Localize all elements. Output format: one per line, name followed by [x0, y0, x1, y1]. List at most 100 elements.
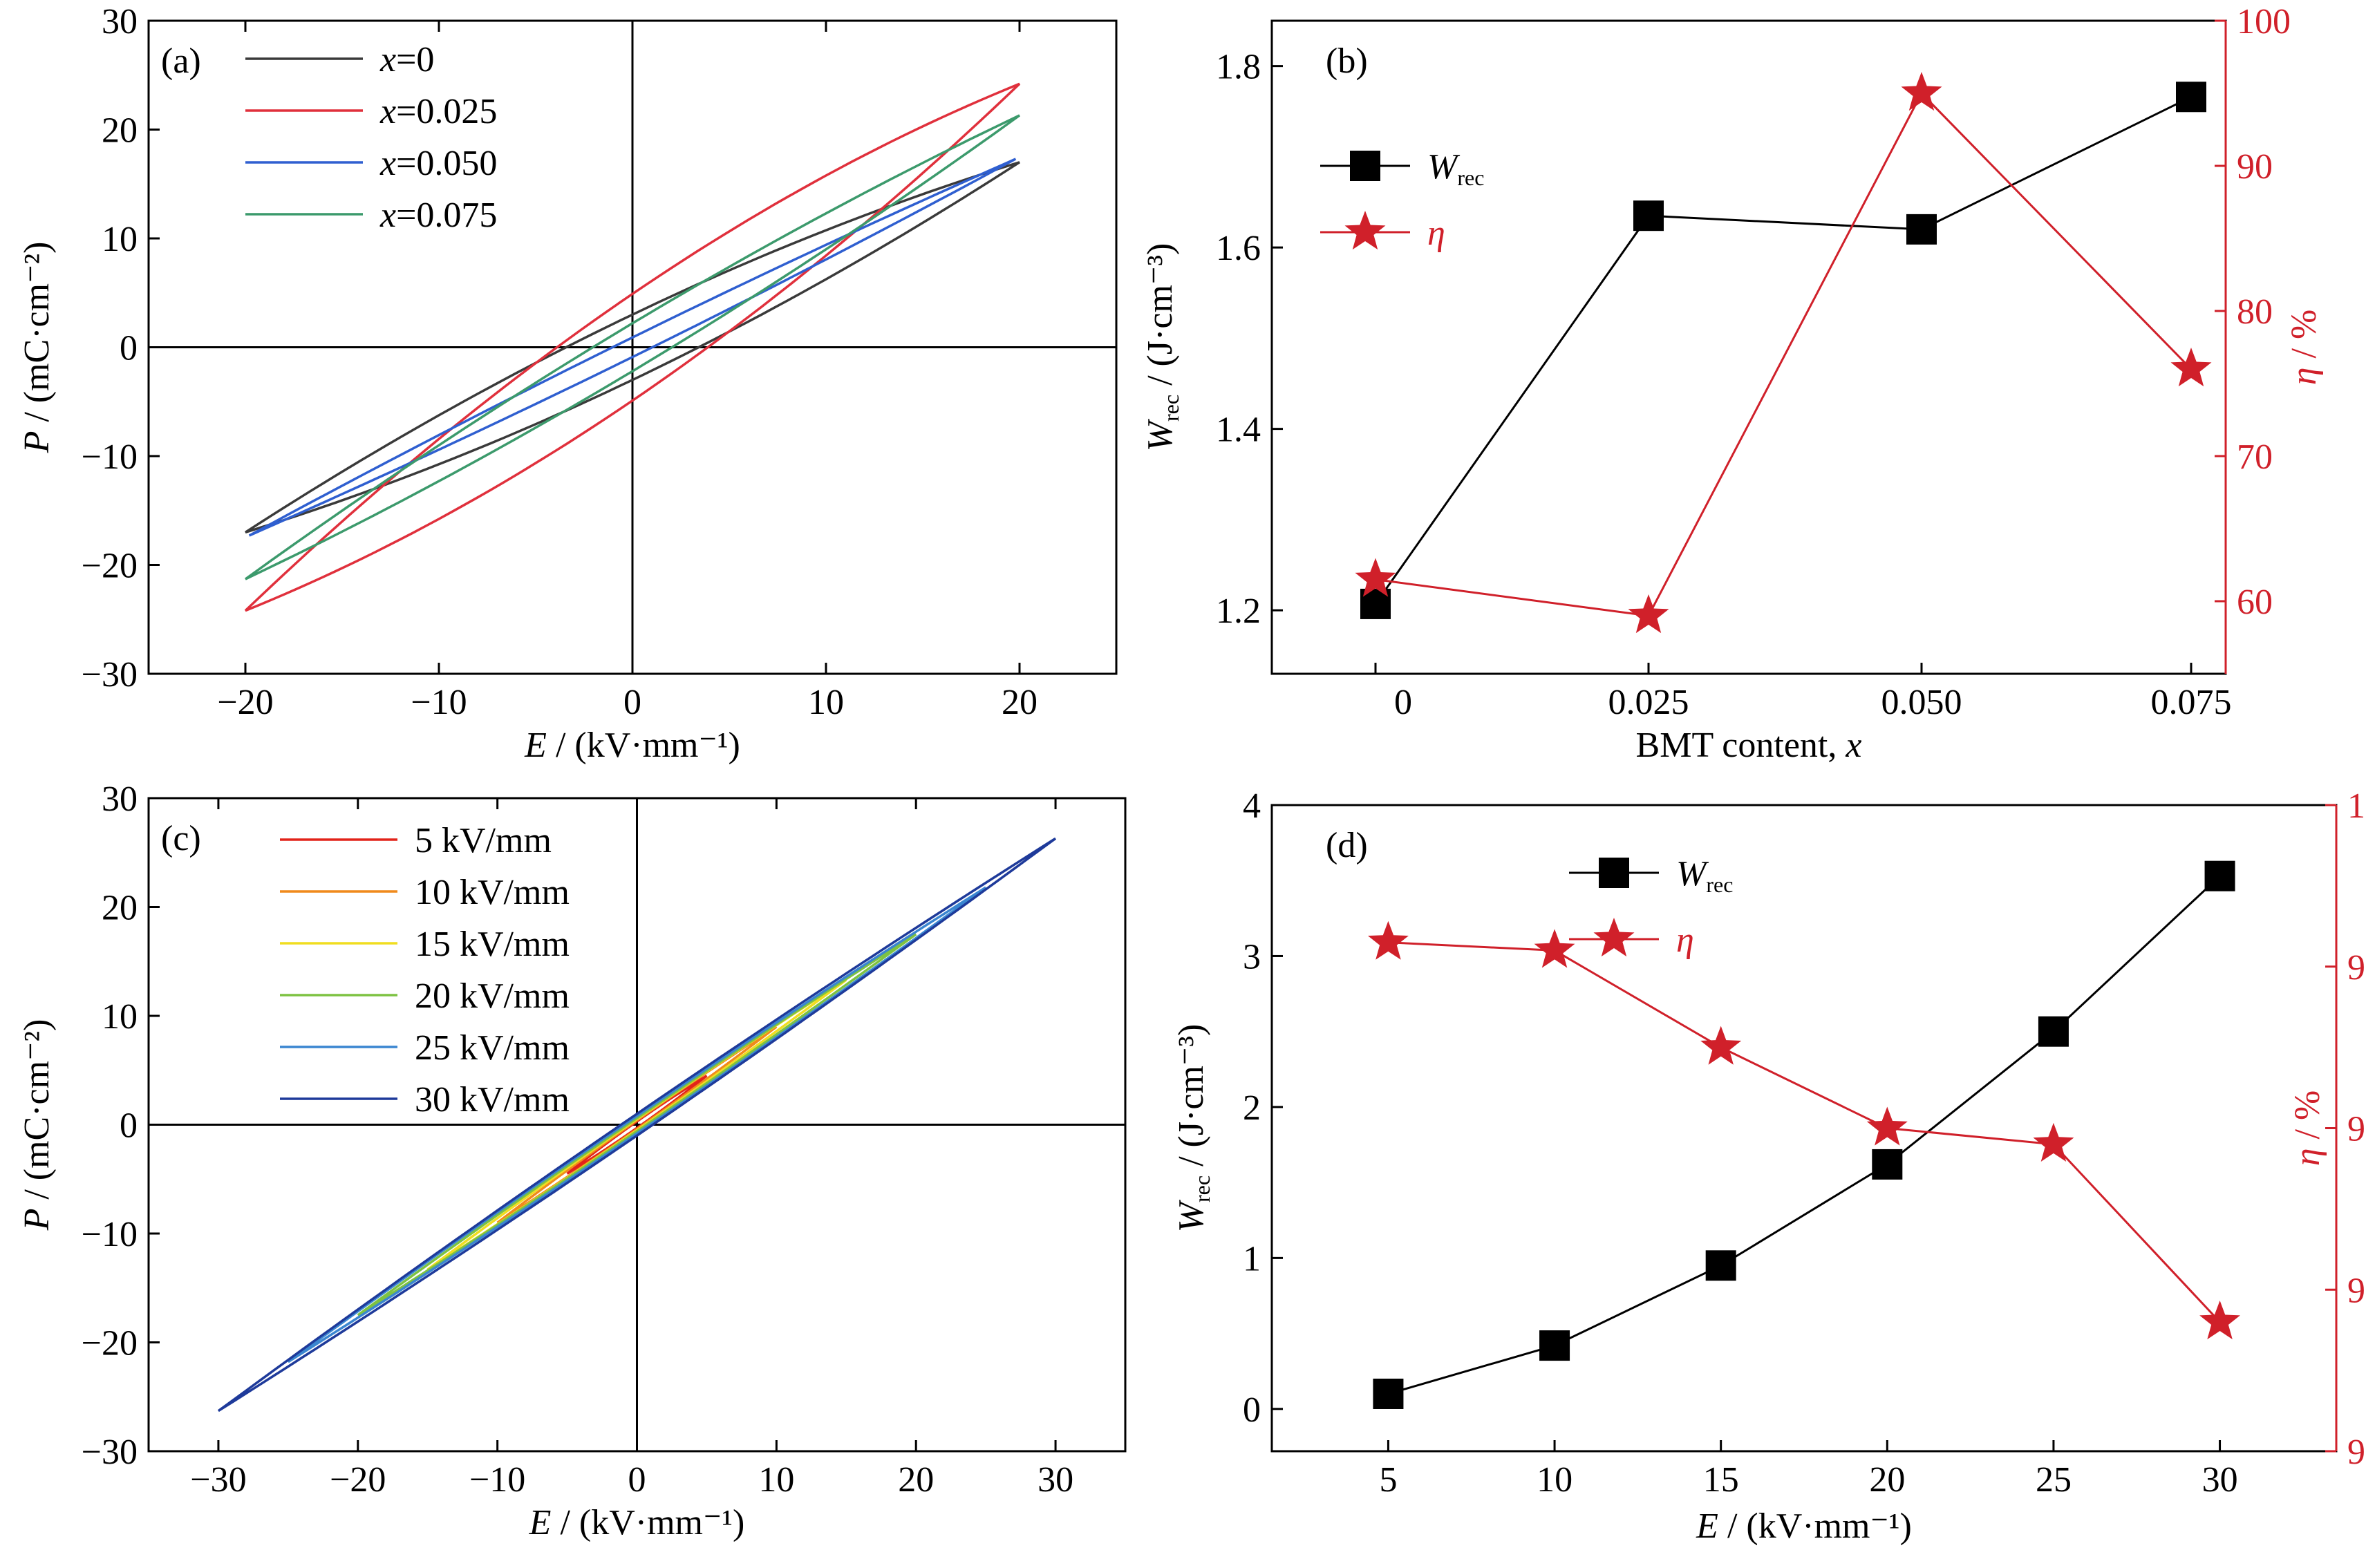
hysteresis-loop-3	[357, 933, 917, 1316]
panel-a: −20 −10 0 10 20−30−20−100102030x=0x=0.025x=0…	[17, 2, 1118, 765]
y-tick-label: 0	[120, 329, 138, 368]
data-point-1-1	[1534, 929, 1575, 968]
legend-label-1: η	[1676, 920, 1694, 960]
y2-axis-label: η / %	[2284, 310, 2324, 386]
hysteresis-loop-3	[244, 114, 1021, 580]
data-point-1-0	[1368, 920, 1409, 960]
plot-frame	[1270, 804, 2338, 1453]
legend-label-1: η	[1427, 214, 1445, 253]
legend-label-0: Wrec	[1427, 147, 1484, 190]
legend-label-0: 5 kV/mm	[415, 821, 552, 860]
x-tick-label: 0	[628, 1460, 646, 1500]
y2-axis-label: η / %	[2288, 1090, 2327, 1166]
legend: x=0 x=0.025 x=0.050 x=0.075	[245, 40, 497, 235]
legend-label-3: x=0.075	[379, 196, 497, 235]
data-point-0-3	[2176, 82, 2206, 113]
x-tick-label: 10	[758, 1460, 794, 1500]
data-point-0-1	[1633, 200, 1664, 232]
y2-tick-label: 100	[2347, 786, 2366, 826]
y-axis-label: P / (mC·cm⁻²)	[17, 242, 57, 454]
x-tick-label: 20	[1869, 1460, 1905, 1500]
legend: 5 kV/mm 10 kV/mm 15 kV/mm 20 kV/mm 25 kV/mm 3…	[280, 821, 570, 1120]
x-tick-label: 0.050	[1881, 683, 1962, 722]
data-point-1-0	[1355, 558, 1396, 597]
y-tick-label: 20	[102, 111, 138, 151]
legend-label-5: 30 kV/mm	[415, 1080, 570, 1120]
x-tick-label: 15	[1703, 1460, 1739, 1500]
y-tick-label: 1.2	[1216, 592, 1261, 631]
data-point-0-4	[2038, 1016, 2069, 1047]
y-tick-label: 1.4	[1216, 410, 1261, 450]
legend-label-0: Wrec	[1676, 854, 1733, 897]
x-axis-label: E / (kV·mm⁻¹)	[1696, 1506, 1912, 1546]
y-tick-label: −30	[82, 655, 138, 695]
y-tick-label: 30	[102, 2, 138, 41]
y-axis-label: Wrec / (J·cm⁻³)	[1140, 243, 1183, 452]
y-axis-label: P / (mC·cm⁻²)	[17, 1019, 57, 1231]
y2-tick-label: 94	[2347, 1271, 2366, 1310]
y2-tick-label: 96	[2347, 1110, 2366, 1149]
hysteresis-loop-1	[244, 82, 1021, 612]
series-line-1	[1375, 91, 2193, 617]
y-tick-label: 0	[120, 1106, 138, 1146]
hysteresis-loop-5	[217, 837, 1057, 1413]
x-tick-label: 5	[1379, 1460, 1397, 1500]
panel-label: (a)	[161, 41, 201, 81]
legend-marker-0	[1599, 858, 1629, 888]
series-line-0	[1388, 875, 2221, 1395]
x-tick-label: 0	[1394, 683, 1412, 722]
y-tick-label: 20	[102, 889, 138, 928]
y-tick-label: 0	[1243, 1390, 1261, 1430]
panel-b: 0 0.025 0.050 0.075 1.2 1.4 1.6 1.8 60 70 80 90 100 W…	[1140, 2, 2324, 765]
y-tick-label: 2	[1243, 1088, 1261, 1128]
legend-marker-0	[1350, 151, 1380, 181]
hysteresis-loop-4	[287, 886, 987, 1363]
data-point-0-2	[1906, 214, 1937, 245]
y-tick-label: 30	[102, 780, 138, 819]
legend-label-2: x=0.050	[379, 144, 497, 183]
x-tick-label: 20	[1002, 683, 1038, 722]
legend-label-3: 20 kV/mm	[415, 976, 570, 1016]
y2-tick-label: 98	[2347, 948, 2366, 988]
data-point-0-3	[1872, 1149, 1903, 1180]
plot-frame	[1270, 19, 2227, 675]
x-tick-label: −30	[190, 1460, 246, 1500]
x-tick-label: −20	[330, 1460, 386, 1500]
y-tick-label: 10	[102, 220, 138, 259]
data-point-1-3	[2170, 348, 2212, 387]
data-point-1-5	[2199, 1301, 2240, 1340]
x-tick-label: −10	[411, 683, 467, 722]
y-tick-label: −30	[82, 1433, 138, 1472]
legend-label-1: 10 kV/mm	[415, 873, 570, 912]
legend-label-4: 25 kV/mm	[415, 1028, 570, 1068]
x-axis-label: BMT content, x	[1636, 726, 1862, 765]
y-tick-label: 1	[1243, 1239, 1261, 1278]
panel-d: 5 10 15 20 25 30 0 1 2 3 4 92 94 96 98 100 Wrec η (d) E / (…	[1172, 786, 2366, 1546]
legend: Wrec η	[1569, 854, 1733, 960]
panel-label: (d)	[1326, 826, 1368, 865]
y-tick-label: 4	[1243, 786, 1261, 826]
data-point-1-2	[1901, 72, 1942, 111]
legend-label-0: x=0	[379, 40, 434, 79]
y-axis-label: Wrec / (J·cm⁻³)	[1172, 1024, 1214, 1233]
y2-tick-label: 90	[2237, 147, 2273, 187]
y2-tick-label: 100	[2237, 2, 2291, 41]
x-axis-label: E / (kV·mm⁻¹)	[529, 1503, 745, 1542]
data-point-0-5	[2204, 860, 2235, 891]
legend-label-2: 15 kV/mm	[415, 925, 570, 964]
y-tick-label: −10	[82, 437, 138, 477]
series-line-0	[1374, 95, 2192, 605]
data-point-0-2	[1705, 1250, 1736, 1281]
hysteresis-loop-0	[245, 161, 1020, 533]
y-tick-label: 1.8	[1216, 48, 1261, 87]
x-tick-label: 10	[808, 683, 844, 722]
x-axis-label: E / (kV·mm⁻¹)	[524, 726, 740, 765]
y2-tick-label: 60	[2237, 583, 2273, 622]
x-tick-label: 25	[2036, 1460, 2072, 1500]
data-point-0-1	[1539, 1330, 1570, 1361]
y-tick-label: 10	[102, 997, 138, 1037]
legend: Wrec η	[1320, 147, 1484, 253]
series-line-1	[1388, 941, 2221, 1323]
data-point-1-3	[1866, 1106, 1908, 1146]
